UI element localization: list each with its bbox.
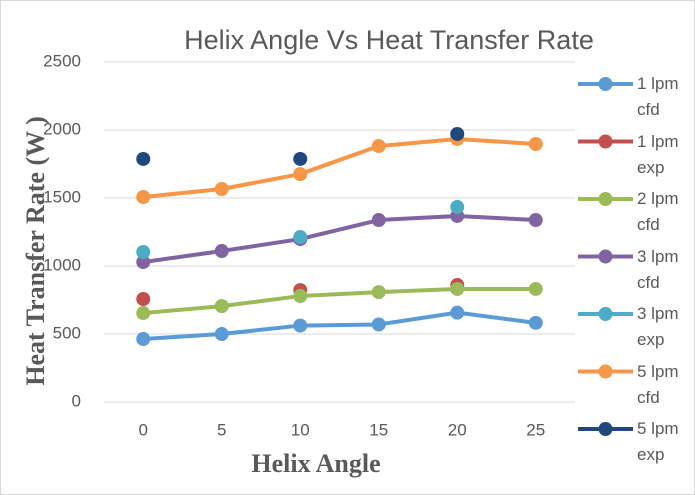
chart-title: Helix Angle Vs Heat Transfer Rate [184,25,594,55]
series-line [141,136,538,200]
point [450,199,465,214]
point [214,182,229,197]
y-tick-label: 2500 [43,51,81,70]
point [214,244,229,259]
series-line [141,213,538,265]
legend-marker [598,77,613,91]
legend-marker [598,364,613,379]
x-tick-label: 10 [291,420,310,439]
point [450,305,465,320]
legend-item: 3 lpm exp [577,304,695,366]
point [528,213,543,228]
x-tick-label: 5 [217,420,226,439]
point [136,244,151,259]
y-tick-label: 500 [53,323,81,342]
point [450,126,465,141]
point [293,289,308,304]
legend-label: 3 lpm cfd [637,246,679,292]
series-line [141,310,538,342]
point [371,285,386,300]
x-tick-label: 15 [369,420,388,439]
point [136,306,151,321]
point [214,327,229,341]
legend-item: 1 lpm cfd [577,74,695,136]
y-tick-label: 1000 [43,255,81,274]
y-axis-title: Heat Transfer Rate (W ) [21,116,50,386]
x-tick-label: 20 [448,420,467,439]
x-tick-label: 0 [139,420,148,439]
point [293,230,308,245]
legend-item: 3 lpm cfd [577,247,695,309]
legend-marker [598,307,613,321]
point [293,151,308,166]
point [371,139,386,154]
legend-label: 3 lpm exp [637,304,679,349]
x-tick-label: 25 [526,420,545,439]
legend-marker [598,134,613,149]
x-axis-title: Helix Angle [251,449,380,478]
point [528,281,543,296]
point [136,332,151,347]
legend-label: 5 lpm cfd [637,361,679,407]
point [371,213,386,228]
point [136,190,151,205]
series-line [141,286,538,316]
legend-item: 1 lpm exp [577,132,695,194]
y-tick-label: 2000 [43,119,81,138]
legend-marker [598,249,613,264]
legend-item: 5 lpm cfd [577,362,695,424]
point [528,315,543,330]
point [293,318,308,333]
legend-item: 5 lpm exp [577,419,695,481]
point [136,255,151,270]
point [136,292,151,307]
point [528,137,543,152]
point [136,151,151,166]
legend-label: 1 lpm exp [637,131,679,177]
point [450,281,465,296]
legend-marker [598,192,613,206]
y-tick-label: 1500 [43,187,81,206]
point [371,317,386,332]
point [293,167,308,182]
legend-label: 5 lpm exp [637,419,679,464]
legend-item: 2 lpm cfd [577,189,695,251]
point [214,299,229,314]
y-tick-label: 0 [72,391,81,410]
legend-marker [598,422,613,436]
legend-label: 1 lpm cfd [637,74,679,119]
legend-label: 2 lpm cfd [637,189,679,234]
